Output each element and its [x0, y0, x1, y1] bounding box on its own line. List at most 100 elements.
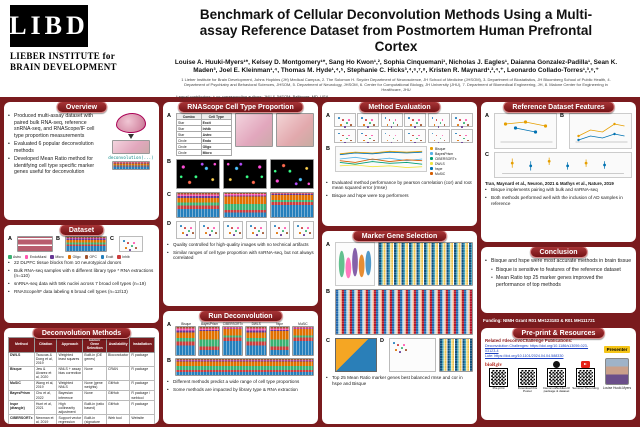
conclusion-main-bullet: Bisque and hspe were most accurate metho…: [485, 258, 632, 265]
deconvolution-methods-panel-title: Deconvolution Methods: [31, 328, 132, 339]
author-list: Louise A. Huuki-Myers¹*, Kelsey D. Montg…: [174, 58, 618, 75]
cell-availability: GitHub: [105, 389, 131, 402]
marker-heatmap: [377, 242, 473, 286]
libd-logo-text: LIBD: [9, 11, 89, 40]
affiliations: 1 Lieber Institute for Brain Development…: [181, 76, 611, 93]
reference-citation: Tran, Maynard et al., Neuron, 2021 & Mat…: [485, 181, 614, 186]
column-3: Method Evaluation A: [322, 102, 477, 424]
deconvolution-challenges-link[interactable]: Deconvolution Challenges: https://doi.or…: [485, 344, 589, 354]
cell-installation: R package / webtool: [129, 389, 155, 402]
marker-scatter: [388, 338, 436, 372]
cell-markers: None: [82, 365, 107, 381]
figure-letter: B: [326, 289, 330, 295]
lute-link[interactable]: Lute: https://doi.org/10.1101/2024.04.04…: [485, 353, 564, 358]
col-header: Installation: [129, 337, 155, 353]
cibersortx-swatch: [429, 156, 434, 161]
cell-approach: Support vector regression: [56, 414, 84, 424]
method-legend: Bisque BayesPrism CIBERSORTx DWLS hspe M…: [429, 147, 456, 176]
legend-item: Astro: [8, 255, 21, 259]
mini-scatter: [427, 113, 450, 127]
cell-installation: R package: [129, 400, 155, 416]
oligo-swatch: [67, 255, 72, 259]
qr-label: Pre-print: [492, 385, 505, 390]
method-evaluation-bullets: Evaluated method performance by pearson …: [326, 180, 473, 199]
column-2: RNAScope Cell Type Proportion A Combo Cel…: [163, 102, 318, 424]
legend-label: Inhib: [122, 255, 130, 259]
poster-header: LIBD LIEBER INSTITUTE for BRAIN DEVELOPM…: [0, 0, 640, 99]
deconvobuddies-qr-code[interactable]: [547, 367, 566, 387]
brand-line-1: LIEBER INSTITUTE for: [10, 51, 116, 61]
figure-letter: A: [167, 322, 171, 328]
qr-block: DeconvoBuddies R package & dataset: [543, 367, 570, 394]
figure-letter: A: [8, 236, 12, 242]
rnascope-scatter-figure: [118, 236, 143, 252]
biorxiv-logo: bioRχiv: [485, 361, 503, 368]
overview-figure: deconvolution(...): [107, 113, 155, 178]
dwls-swatch: [429, 161, 434, 166]
cell-availability: Bioconductor: [105, 351, 131, 367]
facet-label: Bisque: [181, 322, 192, 326]
deconvolution-methods-panel: Deconvolution Methods Method Citation Ap…: [4, 328, 159, 424]
music-swatch: [429, 171, 434, 176]
cell-availability: Web tool: [105, 414, 131, 424]
marker-gene-panel: Marker Gene Selection A B: [322, 231, 477, 424]
legend-item: Inhib: [117, 255, 130, 259]
facet-label: CIBERSORTx: [222, 322, 243, 326]
combo-name: Circle: [175, 149, 202, 156]
col-header: Method: [8, 337, 35, 353]
rnascope-combo-table: Combo Cell Type Star Excit Star Inhib Star A…: [175, 113, 232, 156]
overview-panel-title: Overview: [55, 102, 108, 113]
table-row: DWLS Tsoucas & Dong et al, 2019 Weighted l…: [8, 351, 155, 367]
legend-item: hspe: [429, 167, 456, 171]
cell-method: BayesPrism: [8, 389, 35, 402]
presenter-tag: Presenter: [603, 346, 631, 354]
stacked-bar-chart: [221, 326, 244, 356]
cell-availability: GitHub: [105, 400, 131, 416]
col-header: Marker Gene Selection: [82, 337, 107, 353]
proportion-boxplot-figure: [175, 192, 220, 218]
micro-swatch: [50, 255, 54, 259]
dataset-bullets: 22 DLPFC tissue blocks from 10 neurotypi…: [8, 260, 155, 295]
bayesprism-swatch: [429, 151, 434, 156]
qr-label: Download this Poster: [517, 385, 538, 394]
cell-installation: Website: [129, 414, 155, 424]
mini-scatter: [404, 128, 427, 143]
facet-label: BayesPrism: [200, 322, 218, 326]
overview-panel: Overview Produced multi-assay dataset wi…: [4, 102, 159, 220]
overview-bullets: Produced multi-assay dataset with paired…: [8, 113, 104, 178]
seminar-recording-qr-code[interactable]: [576, 367, 595, 387]
run-bullet: Different methods predict a wide range o…: [167, 379, 314, 385]
preprint-qr-code[interactable]: [489, 367, 508, 387]
cell-approach: High collinearity adjustment: [56, 400, 84, 416]
cell-approach: Weighted least squares: [56, 351, 84, 367]
run-deconvolution-bullets: Different methods predict a wide range o…: [167, 379, 314, 392]
reference-bullets: Bisque implements pairing with bulk and …: [485, 187, 632, 206]
legend-item: OPC: [84, 255, 97, 259]
youtube-icon: [581, 361, 590, 368]
rnascope-bullets: Quality controlled for high-quality imag…: [167, 242, 314, 261]
methods-table: Method Citation Approach Marker Gene Sel…: [8, 337, 155, 424]
legend-label: Excit: [105, 255, 114, 259]
conclusion-bullets: Bisque and hspe were most accurate metho…: [485, 258, 632, 265]
legend-item: Micro: [50, 255, 64, 259]
expression-heatmap: [334, 289, 473, 335]
reference-bullet: Bisque implements pairing with bulk and …: [485, 187, 632, 193]
excit-swatch: [100, 255, 105, 259]
qr-block: Pre-print: [485, 367, 512, 394]
proportion-boxplot-figure: [222, 192, 267, 218]
combo-cell-type: Micro: [200, 149, 232, 156]
reference-bullet: Both methods performed well with the inc…: [485, 195, 632, 206]
dataset-panel: Dataset A B C Astro EndoMural Micro Olig…: [4, 225, 159, 323]
combo-row: Circle Micro: [175, 149, 232, 156]
reference-features-panel: Reference Dataset Features A B: [481, 102, 636, 242]
figure-letter: C: [485, 152, 489, 158]
legend-label: EndoMural: [29, 255, 47, 259]
correlation-scatter: [199, 221, 220, 239]
scatter-grid: [333, 113, 473, 143]
presenter-name: Louise Huuki-Myers: [602, 386, 632, 391]
dataset-bullet: Bulk RNA-seq samples with 6 different li…: [8, 268, 155, 279]
mini-scatter: [357, 128, 380, 143]
performance-line-chart: [334, 145, 427, 172]
poster-download-qr-code[interactable]: [518, 367, 537, 387]
